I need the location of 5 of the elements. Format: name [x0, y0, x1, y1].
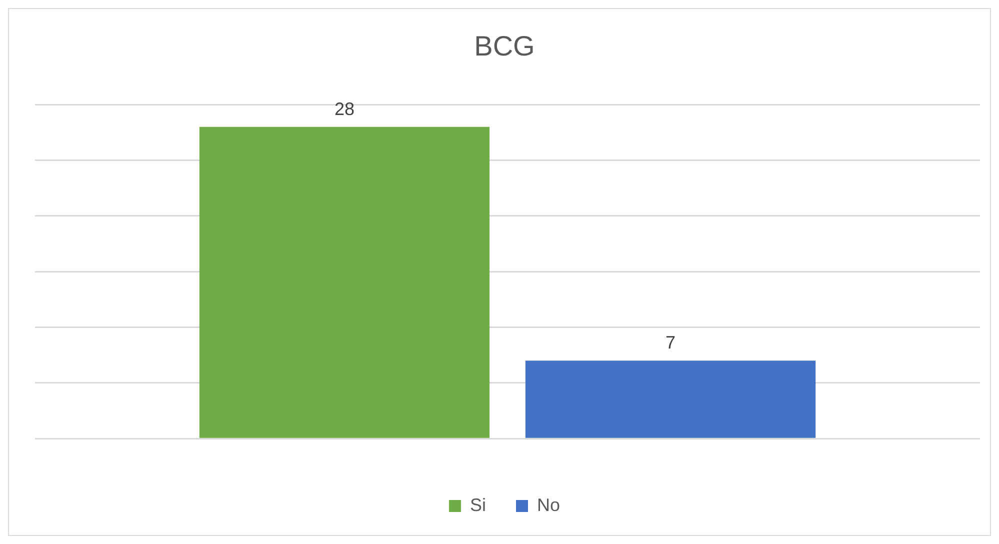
- legend-label: No: [537, 494, 560, 515]
- data-label: 28: [334, 98, 355, 119]
- chart-title: BCG: [474, 30, 535, 62]
- legend-label: Si: [470, 494, 486, 515]
- data-label: 7: [666, 332, 676, 353]
